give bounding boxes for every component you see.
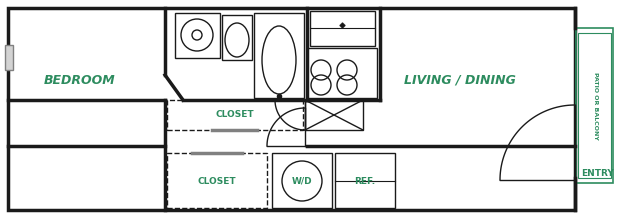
Text: CLOSET: CLOSET xyxy=(215,111,255,119)
Bar xyxy=(578,33,611,178)
Bar xyxy=(167,100,303,130)
Bar xyxy=(175,13,220,58)
Text: ENTRY: ENTRY xyxy=(581,169,614,177)
Bar xyxy=(310,11,375,46)
Text: LIVING / DINING: LIVING / DINING xyxy=(404,73,516,87)
Bar xyxy=(254,13,304,98)
Text: REF.: REF. xyxy=(355,177,376,186)
Bar xyxy=(335,153,395,208)
Text: CLOSET: CLOSET xyxy=(197,177,237,186)
Bar xyxy=(307,48,377,98)
Bar xyxy=(5,45,13,70)
Text: BEDROOM: BEDROOM xyxy=(44,73,116,87)
Bar xyxy=(576,28,613,183)
Bar xyxy=(272,153,332,208)
Bar xyxy=(305,100,363,130)
Text: PATIO OR BALCONY: PATIO OR BALCONY xyxy=(592,72,597,140)
Text: W/D: W/D xyxy=(292,177,312,186)
Bar xyxy=(222,15,252,60)
Bar xyxy=(167,153,267,208)
